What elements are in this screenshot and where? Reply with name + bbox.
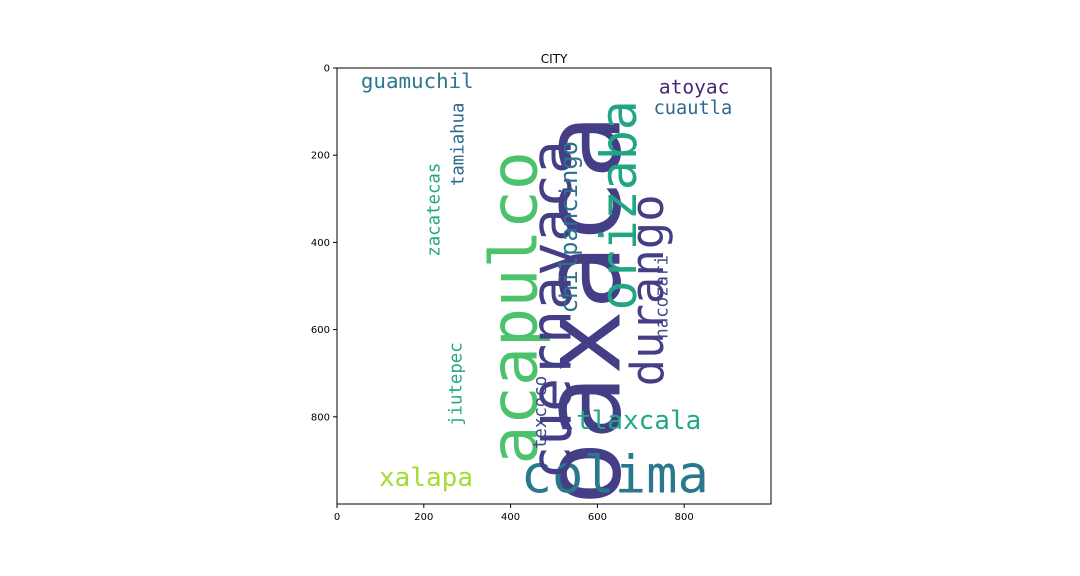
word-orizaba: orizaba [590, 100, 648, 310]
word-acapulco: acapulco [477, 151, 552, 465]
word-tamiahua: tamiahua [449, 102, 469, 186]
y-axis: 0 200 400 600 800 [311, 64, 337, 423]
x-tick-label: 600 [588, 512, 607, 523]
word-atoyac: atoyac [659, 75, 730, 98]
y-tick-label: 200 [311, 151, 330, 162]
x-tick-label: 200 [414, 512, 433, 523]
y-tick-label: 600 [311, 325, 330, 336]
word-guamuchil: guamuchil [361, 69, 474, 93]
word-cuautla: cuautla [654, 98, 733, 119]
word-xalapa: xalapa [379, 463, 473, 493]
word-colima: colima [521, 446, 709, 506]
y-tick-label: 400 [311, 238, 330, 249]
x-tick-label: 0 [334, 512, 340, 523]
chart-title: CITY [541, 52, 568, 66]
x-tick-label: 400 [501, 512, 520, 523]
word-chilpancingo: chilpancingo [555, 141, 583, 313]
word-tlaxcala: tlaxcala [576, 406, 701, 436]
word-jiutepec: jiutepec [446, 342, 466, 426]
word-cuernavaca: cuernavaca [519, 140, 584, 480]
word-zacatecas: zacatecas [425, 163, 445, 257]
word-texcoco: texcoco [531, 376, 551, 449]
y-tick-label: 0 [324, 64, 330, 75]
plot-background [337, 68, 771, 504]
x-tick-label: 800 [675, 512, 694, 523]
word-durango: durango [621, 194, 674, 386]
x-axis: 0 200 400 600 800 [334, 504, 694, 523]
word-nacozari: nacozari [653, 255, 673, 339]
word-oaxaca: oaxaca [519, 114, 646, 506]
y-tick-label: 800 [311, 412, 330, 423]
plot-frame [336, 67, 772, 505]
